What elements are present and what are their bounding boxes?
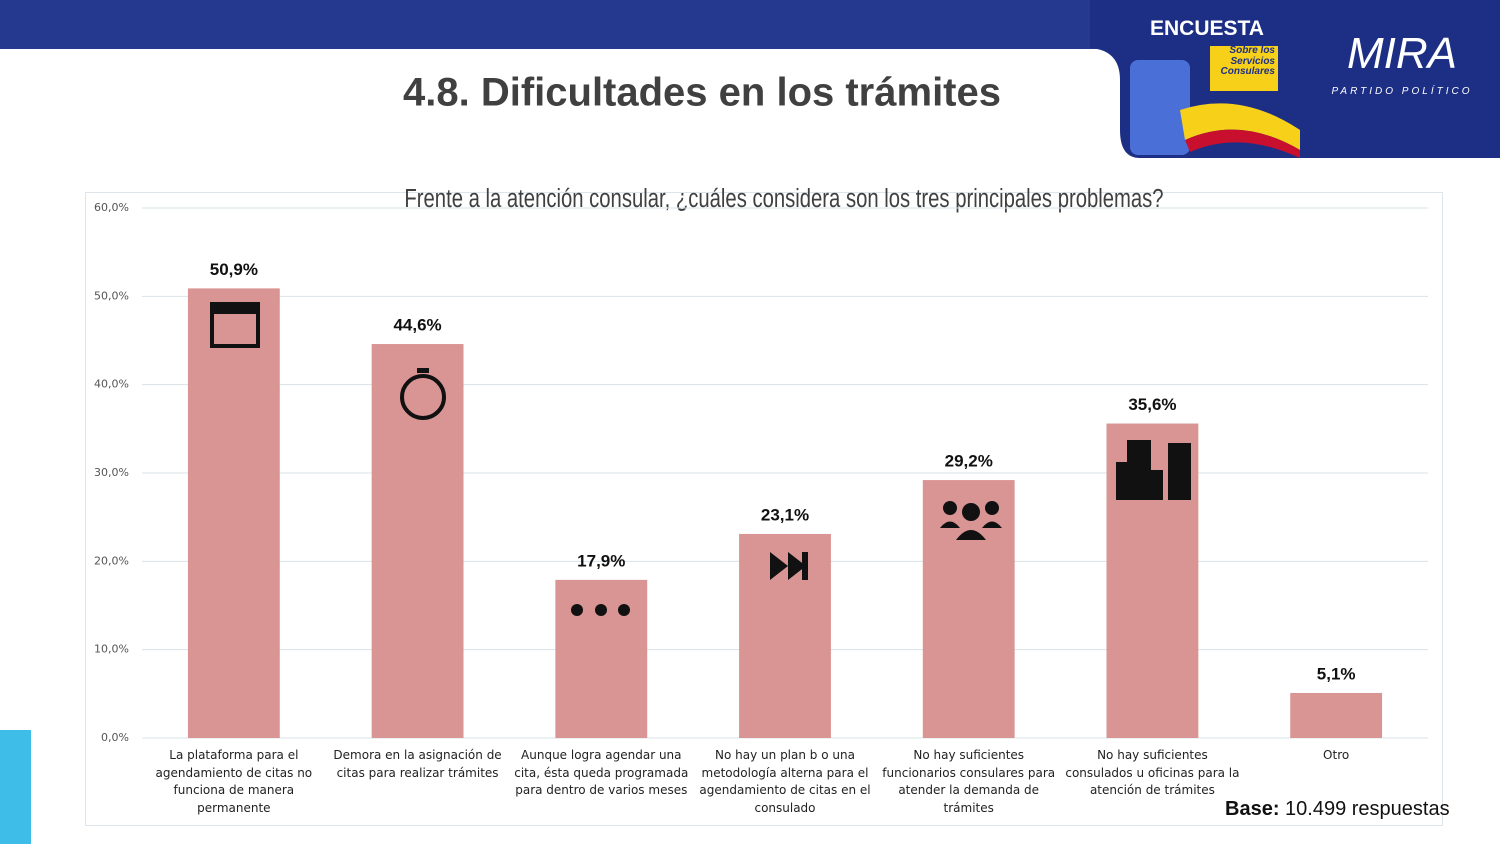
chart-frame xyxy=(85,192,1443,826)
base-label: Base: xyxy=(1225,798,1280,820)
value-label: 44,6% xyxy=(393,316,441,335)
y-tick-label: 30,0% xyxy=(94,466,129,479)
y-tick-label: 60,0% xyxy=(94,201,129,214)
x-tick-label: No hay suficientes funcionarios consular… xyxy=(882,748,1056,815)
people-icon xyxy=(962,503,980,521)
bar xyxy=(187,288,280,738)
plot: 0,0% 10,0% 20,0% 30,0% 40,0% 50,0% 60,0% 50,9% 4… xyxy=(94,201,1428,744)
flag-red xyxy=(1185,129,1300,158)
people-icon xyxy=(985,501,999,515)
phone-icon xyxy=(1130,60,1190,155)
flag xyxy=(1180,103,1300,150)
building-icon xyxy=(1168,443,1191,500)
value-label: 23,1% xyxy=(761,505,809,524)
value-label: 35,6% xyxy=(1128,395,1176,414)
timer-top xyxy=(417,368,429,373)
base-value: 10.499 respuestas xyxy=(1285,798,1450,820)
value-label: 50,9% xyxy=(210,260,258,279)
dot xyxy=(595,604,607,616)
base-note: Base: 10.499 respuestas xyxy=(1225,798,1450,821)
x-tick-label: Otro xyxy=(1323,748,1350,762)
building-icon xyxy=(1141,470,1163,500)
x-tick-label: No hay suficientes consulados u oficinas… xyxy=(1065,748,1240,797)
dot xyxy=(571,604,583,616)
badge-sub-box: Sobre los Servicios Consulares xyxy=(1220,46,1275,77)
badge-box xyxy=(1210,46,1278,91)
page-title: 4.8. Dificultades en los trámites xyxy=(403,71,1001,115)
x-tick-label: Aunque logra agendar una cita, ésta qued… xyxy=(514,748,689,797)
calendar-top xyxy=(212,304,258,314)
brand-sub: PARTIDO POLÍTICO xyxy=(1332,84,1473,97)
y-tick-label: 40,0% xyxy=(94,378,129,391)
bar xyxy=(922,480,1015,738)
y-tick-label: 0,0% xyxy=(101,731,129,744)
x-tick-label: No hay un plan b o una metodología alter… xyxy=(699,748,871,815)
skip-bar xyxy=(802,552,808,580)
people-body xyxy=(940,521,1002,540)
skip-icon xyxy=(770,552,806,580)
icons xyxy=(210,302,1191,616)
people-icon xyxy=(943,501,957,515)
x-tick-label: La plataforma para el agendamiento de ci… xyxy=(155,748,313,815)
value-label: 5,1% xyxy=(1317,664,1356,683)
brand: MIRA xyxy=(1347,29,1457,78)
bar xyxy=(1290,692,1383,738)
badge: ENCUESTA xyxy=(1150,17,1264,40)
value-label: 17,9% xyxy=(577,551,625,570)
badge-sub: Sobre los Servicios Consulares xyxy=(1220,46,1275,77)
dot xyxy=(618,604,630,616)
bar xyxy=(555,579,648,738)
bar xyxy=(371,344,464,738)
y-tick-label: 50,0% xyxy=(94,289,129,302)
corner-accent xyxy=(0,730,31,844)
timer-icon xyxy=(400,374,446,420)
value-label: 29,2% xyxy=(945,452,993,471)
x-tick-label: Demora en la asignación de citas para re… xyxy=(333,748,502,780)
y-tick-label: 10,0% xyxy=(94,643,129,656)
y-tick-label: 20,0% xyxy=(94,554,129,567)
